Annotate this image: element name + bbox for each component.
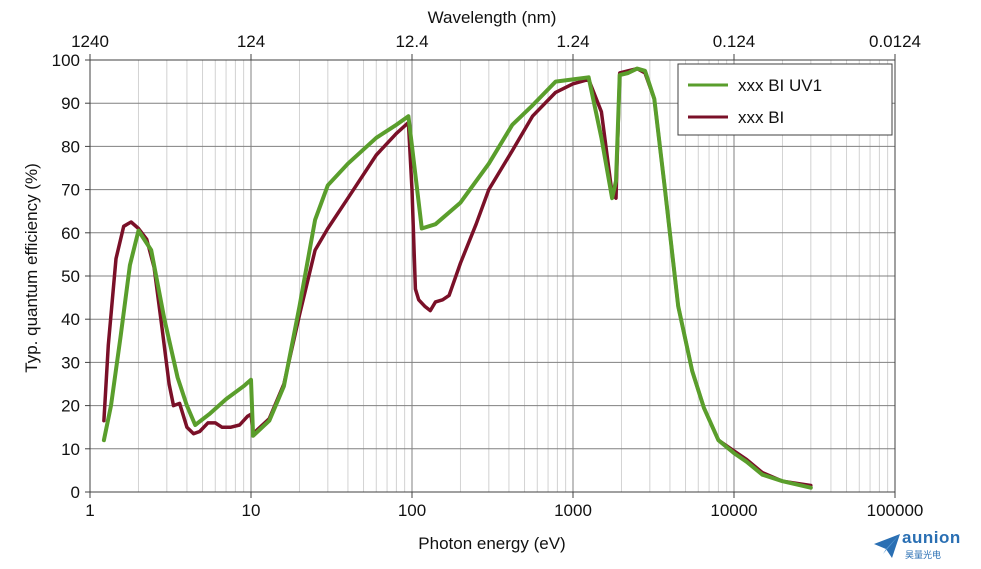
y-axis-title: Typ. quantum efficiency (%) [22,163,41,372]
legend-label-series-2: xxx BI [738,108,784,127]
x-tick-label: 10000 [710,501,757,520]
legend-label-series-1: xxx BI UV1 [738,76,822,95]
y-tick-label: 100 [52,51,80,70]
top-tick-label: 1240 [71,32,109,51]
y-tick-label: 80 [61,137,80,156]
y-tick-label: 20 [61,397,80,416]
y-tick-label: 30 [61,353,80,372]
top-tick-label: 1.24 [556,32,589,51]
legend: xxx BI UV1 xxx BI [677,63,893,136]
top-tick-label: 12.4 [395,32,428,51]
series-line-1 [101,66,813,490]
axes [85,54,896,498]
y-tick-label: 10 [61,440,80,459]
y-tick-label: 90 [61,94,80,113]
x-tick-label: 100 [398,501,426,520]
top-axis-title: Wavelength (nm) [428,8,557,27]
logo-subtitle: 昊量光电 [905,550,942,560]
top-tick-label: 0.0124 [869,32,921,51]
x-tick-label: 10 [242,501,261,520]
legend-box [677,63,893,136]
x-tick-label: 1 [85,501,94,520]
top-tick-label: 124 [237,32,265,51]
logo-wordmark: aunion [902,528,961,547]
y-tick-label: 0 [71,483,80,502]
x-tick-label: 100000 [867,501,924,520]
company-logo: aunion 昊量光电 [872,528,977,564]
y-tick-label: 60 [61,224,80,243]
y-tick-label: 50 [61,267,80,286]
x-tick-label: 1000 [554,501,592,520]
y-tick-label: 70 [61,181,80,200]
x-axis-title: Photon energy (eV) [418,534,565,553]
paper-plane-icon [874,534,900,558]
series-layer [101,66,813,490]
y-tick-label: 40 [61,310,80,329]
top-tick-label: 0.124 [713,32,756,51]
